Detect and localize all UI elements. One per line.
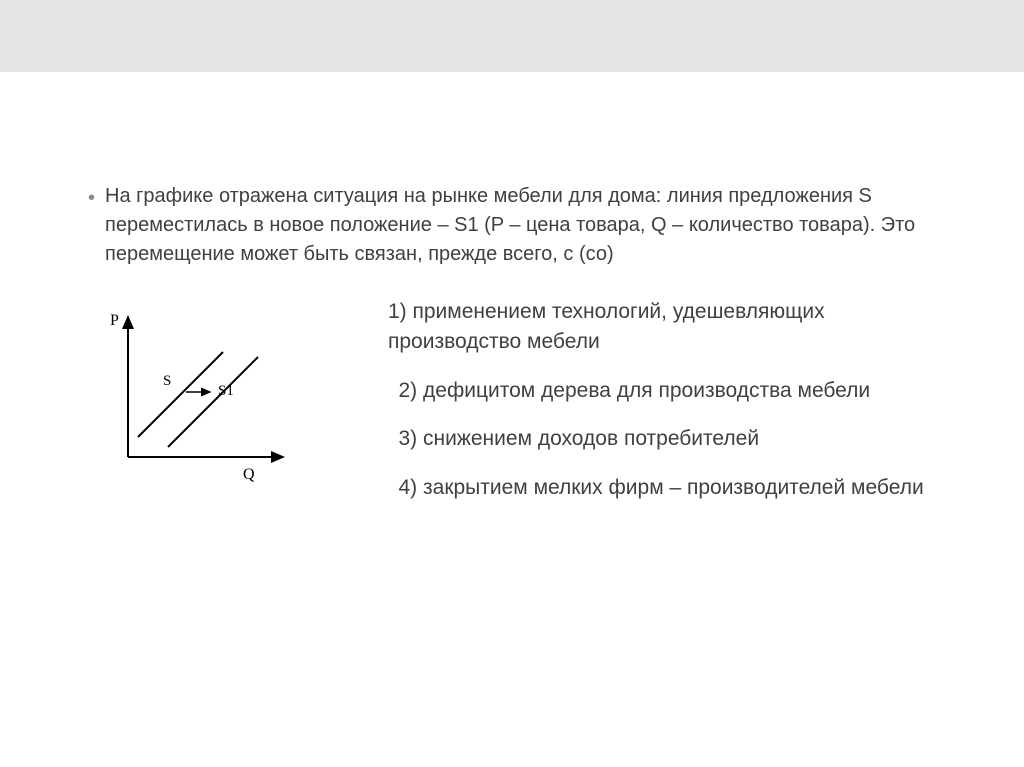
axis-label-q: Q (243, 466, 255, 483)
axis-label-p: P (110, 312, 119, 329)
question-text: На графике отражена ситуация на рынке ме… (105, 182, 936, 269)
supply-shift-chart: P Q S S1 (88, 297, 298, 492)
two-column-row: P Q S S1 1) применением технологий, удеш… (88, 297, 936, 521)
curve-s1 (168, 357, 258, 447)
curve-s (138, 352, 223, 437)
bullet-icon: • (88, 184, 95, 213)
answer-option-4: 4) закрытием мелких фирм – производителе… (388, 473, 936, 503)
curve-label-s: S (163, 373, 171, 389)
answer-option-1: 1) применением технологий, удешевляющих … (388, 297, 936, 358)
chart-column: P Q S S1 (88, 297, 388, 497)
answers-column: 1) применением технологий, удешевляющих … (388, 297, 936, 521)
top-header-bar (0, 0, 1024, 72)
answer-option-3: 3) снижением доходов потребителей (388, 424, 936, 454)
question-paragraph: • На графике отражена ситуация на рынке … (88, 182, 936, 269)
curve-label-s1: S1 (218, 383, 234, 399)
answer-option-2: 2) дефицитом дерева для производства меб… (388, 376, 936, 406)
slide-content: • На графике отражена ситуация на рынке … (0, 72, 1024, 521)
